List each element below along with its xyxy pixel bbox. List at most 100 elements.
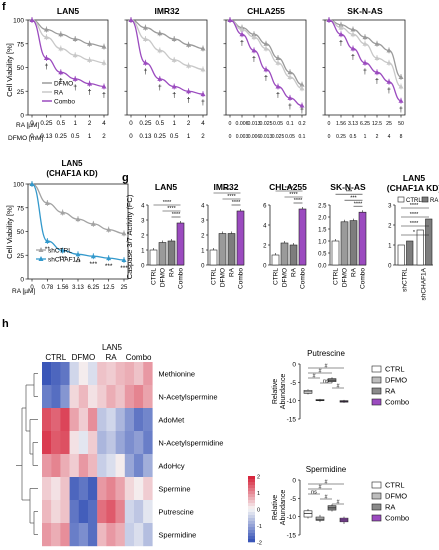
significance-stars: ****: [163, 200, 172, 206]
heatmap-cell: [60, 477, 70, 501]
chart-title: IMR32: [154, 6, 179, 16]
heatmap-cell: [78, 454, 89, 478]
viability-ylabel: Cell Viability [%]: [5, 43, 14, 97]
chart-title-line2: (CHAF1A KD): [387, 183, 439, 193]
colorscale-step: [248, 527, 255, 531]
y-tick-label: 0: [292, 478, 296, 485]
bar-dfmo: [280, 242, 289, 266]
colorscale-step: [248, 503, 255, 507]
significance-stars: ***: [120, 265, 128, 272]
significance-dagger: †: [375, 78, 379, 85]
colorscale-tick: -1: [257, 524, 262, 530]
significance-mark: #: [318, 368, 322, 374]
ra-tick-label: 3.13: [348, 121, 358, 127]
heatmap-cell: [78, 523, 89, 547]
data-point: [171, 36, 177, 41]
data-point: [251, 31, 257, 37]
significance-dagger: †: [187, 97, 191, 104]
ra-tick-label: 1.56: [336, 121, 346, 127]
y-tick-label: 3: [388, 203, 392, 209]
dfmo-tick-label: 0.006: [248, 134, 261, 140]
row-label: AdoMet: [158, 416, 185, 425]
group-label: DFMO: [72, 353, 96, 362]
data-point: [60, 248, 66, 253]
data-point: [87, 57, 93, 62]
ra-tick-label: 0.25: [139, 120, 152, 127]
viability-chart-2: CHLA255000.0060.0030.0130.0060.0250.0130…: [223, 6, 307, 140]
dfmo-tick-label: 0.13: [40, 133, 53, 140]
bar-ctrl: [416, 229, 424, 266]
heatmap-cell: [88, 408, 98, 432]
ra-tick-label: 0.05: [273, 121, 283, 127]
y-tick-label: -10: [287, 514, 297, 521]
heatmap-cell: [42, 431, 52, 455]
viability-chart-0: LAN50255075100000.250.130.50.2510.52142†…: [13, 6, 109, 140]
heatmap-cell: [42, 500, 52, 524]
significance-stars: ****: [354, 201, 363, 207]
colorscale-step: [248, 488, 255, 492]
heatmap-cell: [42, 385, 52, 409]
ra-tick-label: 0.78: [41, 285, 53, 291]
heatmap-cell: [115, 477, 125, 501]
boxplot-ylabel-line2: Abundance: [280, 490, 287, 526]
ra-tick-label: 0.5: [56, 120, 65, 127]
heatmap-cell: [69, 454, 79, 478]
dfmo-row-label: DFMO [mM]: [8, 135, 44, 142]
category-label: RA: [351, 267, 358, 277]
data-point: [142, 60, 148, 65]
colorscale-step: [248, 533, 255, 537]
category-label: Combo: [300, 268, 307, 289]
data-point: [44, 200, 50, 205]
data-point: [87, 81, 93, 86]
data-point: [200, 66, 206, 72]
series-line-ra: [31, 19, 105, 64]
row-label: Spermine: [158, 485, 190, 494]
data-point: [263, 41, 269, 46]
series-line-combo: [130, 19, 204, 95]
data-point: [58, 46, 64, 51]
dfmo-tick-label: 0: [229, 134, 232, 140]
data-point: [386, 60, 392, 65]
bar-dfmo: [340, 221, 349, 266]
heatmap-cell: [134, 454, 144, 478]
heatmap-cell: [69, 477, 79, 501]
category-label: shCHAF1A: [421, 267, 428, 300]
significance-dagger: †: [88, 90, 92, 97]
kd-title-line1: LAN5: [62, 159, 83, 168]
ra-tick-label: 1: [73, 120, 77, 127]
significance-dagger: †: [339, 40, 343, 47]
category-label: shCTRL: [402, 268, 409, 292]
legend-swatch: [371, 376, 382, 384]
significance-dagger: †: [172, 93, 176, 100]
data-point: [239, 27, 245, 32]
heatmap-cell: [115, 408, 125, 432]
legend-label: Combo: [385, 398, 409, 407]
heatmap-cell: [143, 454, 153, 478]
heatmap-cell: [78, 385, 89, 409]
y-tick-label: 0: [201, 263, 205, 269]
ra-tick-label: 0: [30, 120, 34, 127]
dfmo-tick-label: 8: [400, 134, 403, 140]
legend-shctrl-marker: [38, 247, 44, 252]
y-tick-label: 0.5: [318, 251, 327, 257]
box-ctrl: [303, 510, 313, 518]
colorscale-step: [248, 518, 255, 522]
heatmap-cell: [97, 477, 107, 501]
heatmap-cell: [69, 431, 79, 455]
data-point: [362, 34, 368, 40]
significance-stars: ****: [410, 203, 419, 209]
heatmap-cell: [69, 523, 79, 547]
data-point: [374, 41, 380, 46]
ra-tick-label: 2: [88, 120, 92, 127]
heatmap-cell: [78, 477, 89, 501]
significance-stars: ****: [285, 186, 294, 192]
category-label: CTRL: [211, 268, 218, 285]
data-point: [398, 98, 404, 103]
data-point: [275, 60, 281, 65]
y-tick-label: 75: [17, 205, 25, 212]
data-point: [75, 251, 81, 257]
bar-ctrl: [149, 249, 158, 266]
y-tick-label: 4: [141, 203, 145, 209]
heatmap-cell: [115, 431, 125, 455]
